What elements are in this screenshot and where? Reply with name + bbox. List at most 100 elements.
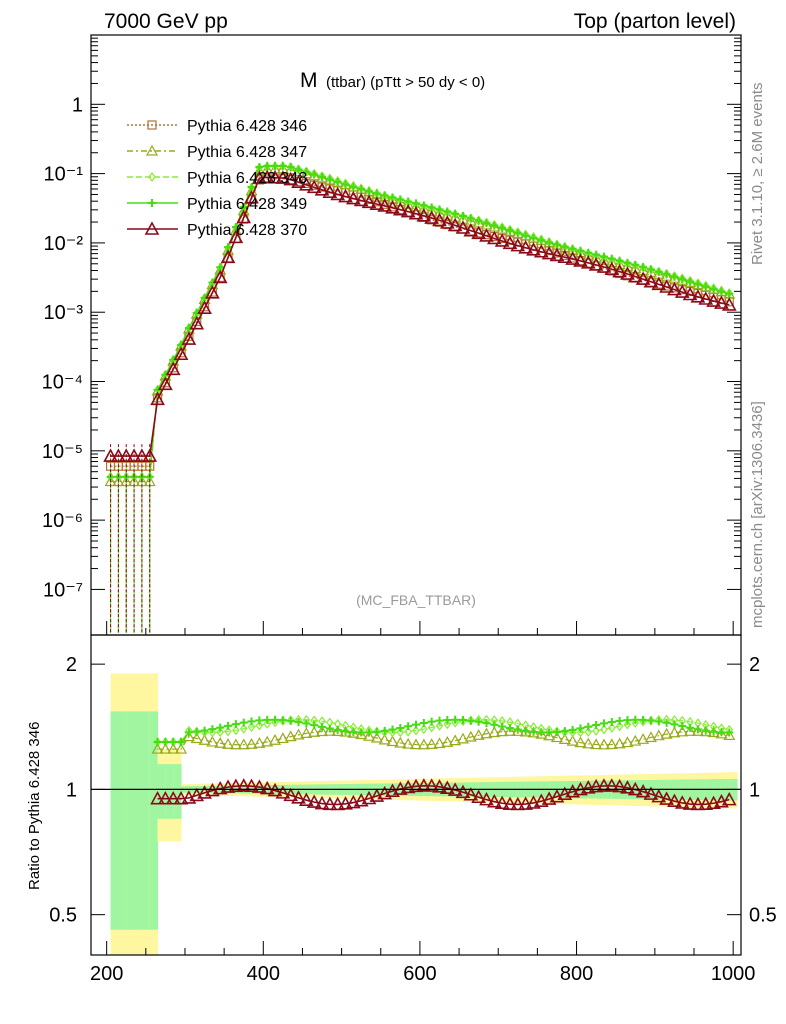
ratio-point-4-70 [698, 796, 714, 811]
ratio-point-1-1 [159, 742, 172, 754]
band-green-2 [126, 711, 135, 930]
ratio-line-2 [157, 719, 730, 743]
ratio-point-1-68 [684, 725, 697, 736]
ratio-point-2-37 [443, 719, 452, 730]
legend-marker-3 [148, 199, 156, 207]
ratio-point-3-49 [537, 728, 546, 737]
main-point-4-3 [126, 448, 142, 462]
main-point-4-18 [244, 190, 259, 204]
ratio-point-2-13 [255, 720, 264, 731]
main-point-4-41 [424, 210, 440, 224]
main-point-4-5 [142, 448, 158, 462]
main-point-3-48 [482, 219, 491, 228]
ratio-point-3-41 [474, 717, 483, 726]
main-point-4-35 [377, 198, 393, 212]
main-point-3-66 [623, 258, 632, 267]
main-point-4-21 [267, 169, 283, 184]
main-point-4-8 [165, 361, 181, 376]
main-point-4-75 [690, 289, 706, 303]
ratio-point-1-44 [496, 725, 509, 737]
ratio-point-4-22 [322, 796, 338, 811]
ratio-point-4-45 [502, 796, 518, 811]
main-point-3-18 [247, 182, 256, 191]
ratio-point-3-53 [568, 725, 577, 734]
xtick-label-3: 800 [560, 963, 593, 985]
ratio-point-3-42 [482, 719, 491, 728]
main-point-4-31 [346, 190, 361, 205]
main-point-4-57 [549, 247, 565, 262]
ratio-point-3-47 [521, 726, 530, 735]
main-point-3-25 [302, 168, 311, 177]
main-point-3-34 [372, 189, 381, 198]
main-point-4-20 [259, 169, 275, 184]
ratio-point-3-64 [654, 717, 663, 726]
ratio-point-3-16 [278, 716, 287, 725]
main-point-3-70 [654, 267, 663, 276]
main-point-3-69 [646, 265, 655, 274]
ratio-point-1-26 [355, 728, 368, 740]
main-point-4-27 [314, 182, 330, 196]
ratio-point-3-13 [255, 716, 264, 725]
main-point-4-49 [486, 230, 502, 245]
ratio-point-1-52 [558, 733, 571, 744]
ratio-point-3-38 [451, 715, 460, 724]
ratio-point-1-32 [402, 737, 415, 749]
ratio-point-1-43 [488, 726, 501, 738]
ratio-point-1-16 [276, 732, 289, 744]
ratio-point-4-57 [596, 778, 612, 792]
ratio-point-1-2 [167, 742, 180, 754]
ratio-point-3-30 [388, 725, 397, 734]
main-point-4-73 [674, 284, 690, 298]
main-point-3-55 [537, 236, 546, 245]
ratio-point-1-12 [245, 737, 258, 749]
main-point-3-51 [505, 226, 514, 235]
ratio-point-3-35 [427, 717, 436, 726]
main-point-4-19 [252, 170, 267, 184]
ratio-point-3-59 [615, 716, 624, 725]
ratio-point-3-9 [224, 721, 233, 730]
ratio-point-2-7 [208, 727, 217, 738]
ratio-point-1-53 [566, 734, 579, 746]
main-ytick-label-2: 10⁻² [44, 233, 84, 255]
main-point-4-77 [706, 293, 721, 307]
main-point-3-24 [294, 165, 303, 174]
main-point-4-74 [682, 286, 698, 301]
ratio-point-3-71 [709, 727, 718, 736]
main-point-4-60 [573, 253, 588, 267]
ratio-point-1-56 [590, 738, 603, 750]
ratio-point-1-35 [425, 738, 438, 749]
main-ytick-label-3: 10⁻³ [44, 302, 84, 324]
main-point-3-20 [263, 161, 272, 170]
main-point-3-76 [701, 282, 710, 291]
ratio-point-2-54 [576, 727, 585, 738]
rivet-label: Rivet 3.1.10, ≥ 2.6M events [749, 83, 766, 266]
main-point-4-13 [205, 285, 220, 299]
ratio-point-3-12 [247, 717, 256, 726]
main-point-4-71 [659, 279, 674, 293]
ratio-point-3-40 [466, 716, 475, 725]
main-point-3-23 [286, 163, 295, 172]
ratio-point-4-24 [338, 796, 353, 810]
legend-label-3: Pythia 6.428 349 [187, 196, 307, 213]
band-green-7 [165, 764, 174, 819]
ratio-point-1-49 [535, 727, 548, 739]
ratio-point-3-28 [372, 727, 381, 736]
main-point-4-37 [392, 201, 408, 216]
ratio-point-3-45 [505, 724, 514, 733]
main-point-4-72 [667, 281, 682, 296]
ratio-point-1-65 [660, 727, 673, 739]
ratio-point-4-32 [400, 779, 416, 794]
main-point-4-66 [620, 266, 635, 280]
mcplots-label: mcplots.cern.ch [arXiv:1306.3436] [749, 401, 766, 628]
ratio-ylabel: Ratio to Pythia 6.428 346 [26, 722, 43, 890]
ratio-point-4-2 [165, 791, 181, 805]
ratio-point-1-37 [441, 735, 454, 747]
ratio-point-1-3 [175, 742, 188, 754]
ratio-point-2-56 [592, 725, 600, 736]
ratio-point-2-35 [427, 722, 436, 733]
ratio-point-2-14 [263, 718, 271, 729]
main-point-3-72 [670, 272, 679, 281]
ratio-point-3-65 [662, 718, 671, 727]
ratio-point-3-6 [200, 726, 209, 735]
ratio-point-1-11 [237, 738, 250, 750]
